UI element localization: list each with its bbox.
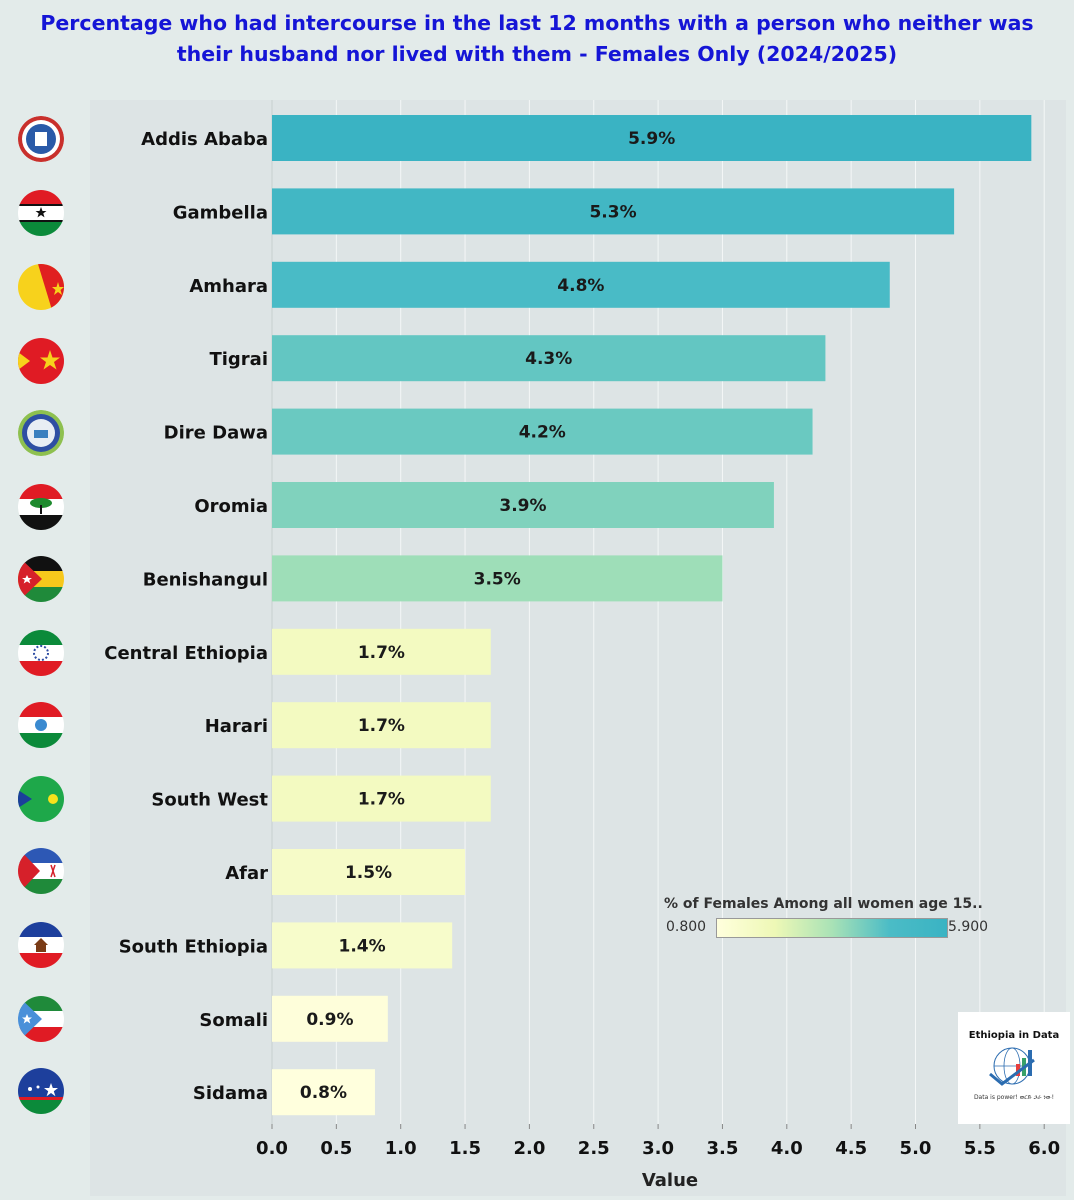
x-tick-label: 1.5: [449, 1138, 481, 1159]
data-label: 0.9%: [306, 1010, 353, 1030]
category-label: Somali: [199, 1010, 268, 1031]
color-legend: % of Females Among all women age 15.. 0.…: [664, 896, 1004, 942]
bar: [272, 1069, 375, 1116]
bar: [272, 995, 388, 1042]
category-label: Amhara: [189, 276, 268, 297]
logo-title: Ethiopia in Data: [968, 1030, 1060, 1041]
data-label: 4.3%: [525, 349, 572, 369]
harari-flag-icon: [18, 702, 64, 748]
category-label: South West: [151, 790, 268, 811]
bar: [272, 335, 826, 382]
category-label: Harari: [205, 716, 268, 737]
data-label: 1.5%: [345, 863, 392, 883]
category-label: Dire Dawa: [164, 423, 268, 444]
legend-min-label: 0.800: [666, 919, 707, 935]
bar: [272, 482, 774, 528]
amhara-flag-icon: [18, 264, 64, 310]
x-tick-label: 3.5: [707, 1138, 739, 1159]
south-west-flag-icon: [18, 776, 64, 822]
x-tick-label: 2.0: [513, 1138, 545, 1159]
bar: [272, 922, 453, 969]
data-label: 5.9%: [628, 129, 675, 149]
x-tick-label: 5.5: [964, 1138, 996, 1159]
sidama-flag-icon: [18, 1068, 64, 1114]
data-label: 3.5%: [474, 569, 521, 589]
globe-chart-icon: [989, 1047, 1035, 1086]
bar: [272, 115, 1032, 161]
data-label: 1.7%: [358, 716, 405, 736]
data-label: 3.9%: [499, 496, 546, 516]
bar: [272, 188, 955, 235]
x-tick-label: 4.0: [771, 1138, 803, 1159]
gambella-flag-icon: [18, 190, 64, 236]
tigrai-flag-icon: [18, 338, 64, 384]
category-label: Central Ethiopia: [104, 643, 268, 664]
data-label: 5.3%: [589, 202, 636, 222]
data-label: 1.7%: [358, 790, 405, 810]
logo-tagline: Data is power! ወርድ ጋራ ነው!: [973, 1094, 1055, 1101]
bar: [272, 775, 491, 822]
x-tick-label: 4.5: [835, 1138, 867, 1159]
data-label: 0.8%: [300, 1083, 347, 1103]
bar: [272, 555, 723, 602]
somali-flag-icon: [18, 996, 64, 1042]
oromia-flag-icon: [18, 484, 64, 530]
x-tick-label: 3.0: [642, 1138, 674, 1159]
dire-dawa-emblem-icon: [18, 410, 64, 456]
x-tick-label: 1.0: [385, 1138, 417, 1159]
x-tick-label: 6.0: [1028, 1138, 1060, 1159]
data-label: 1.4%: [339, 936, 386, 956]
bar: [272, 849, 466, 895]
addis-ababa-emblem-icon: [18, 116, 64, 162]
benishangul-flag-icon: [18, 556, 64, 602]
x-tick-label: 0.5: [320, 1138, 352, 1159]
category-label: Addis Ababa: [141, 129, 268, 150]
legend-gradient: [716, 918, 948, 938]
central-ethiopia-flag-icon: [18, 630, 64, 676]
bar: [272, 261, 890, 308]
category-label: Sidama: [193, 1083, 268, 1104]
category-label: Benishangul: [143, 569, 268, 590]
category-label: South Ethiopia: [119, 936, 268, 957]
bar: [272, 408, 813, 455]
category-label: Oromia: [194, 496, 268, 517]
category-label: Afar: [225, 863, 268, 884]
x-tick-label: 0.0: [256, 1138, 288, 1159]
bar: [272, 628, 491, 675]
ethiopia-in-data-logo: Ethiopia in Data Data is power! ወርድ ጋራ ነ…: [958, 1012, 1070, 1124]
legend-title: % of Females Among all women age 15..: [664, 896, 983, 912]
data-label: 1.7%: [358, 643, 405, 663]
category-label: Gambella: [173, 202, 268, 223]
data-label: 4.2%: [519, 423, 566, 443]
chart-title: Percentage who had intercourse in the la…: [40, 11, 1034, 66]
legend-max-label: 5.900: [948, 919, 989, 935]
south-ethiopia-flag-icon: [18, 922, 64, 968]
data-label: 4.8%: [557, 276, 604, 296]
category-label: Tigrai: [209, 349, 268, 370]
x-tick-label: 2.5: [578, 1138, 610, 1159]
x-axis-title: Value: [642, 1170, 698, 1191]
afar-flag-icon: [18, 848, 64, 894]
bar: [272, 702, 491, 749]
x-tick-label: 5.0: [900, 1138, 932, 1159]
